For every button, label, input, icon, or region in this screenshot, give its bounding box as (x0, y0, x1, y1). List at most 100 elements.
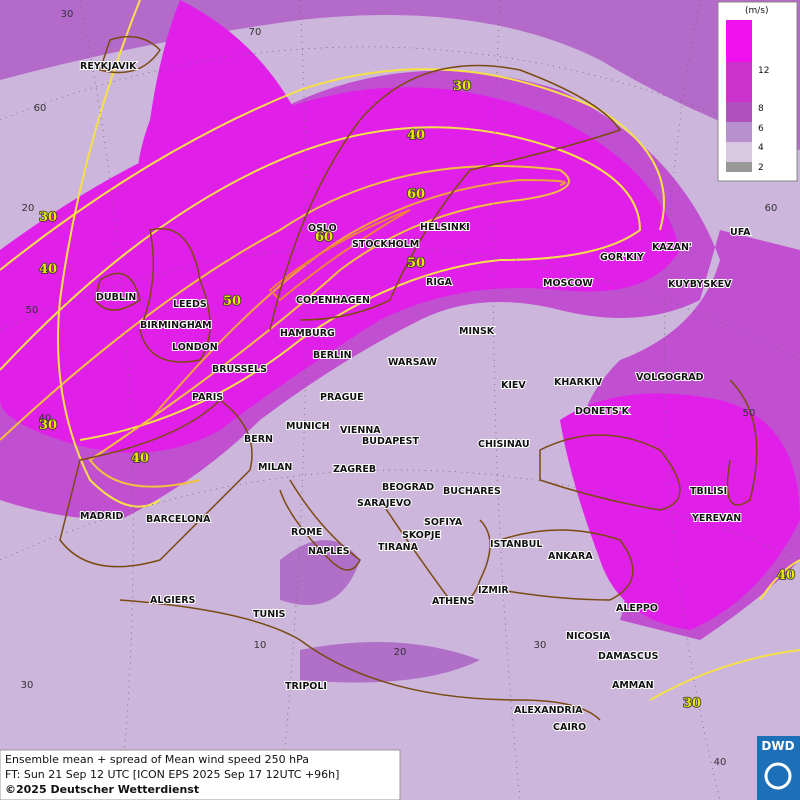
grid-label: 30 (534, 640, 547, 651)
city-label: KUYBYSKEV (668, 279, 732, 290)
contour-line (0, 68, 665, 271)
city-label: CAIRO (553, 722, 586, 733)
city-label: RIGA (426, 277, 453, 288)
footer-line: FT: Sun 21 Sep 12 UTC [ICON EPS 2025 Sep… (5, 768, 339, 781)
contour-label: 60 (407, 187, 425, 202)
grid-label: 40 (714, 757, 727, 768)
city-label: BERLIN (313, 350, 352, 361)
city-label: COPENHAGEN (296, 295, 370, 306)
footer-box (0, 749, 401, 800)
city-label: LONDON (172, 342, 218, 353)
legend: (m/s) 12 8 6 4 2 (717, 1, 798, 182)
contours (0, 0, 800, 701)
city-label: NAPLES (308, 546, 350, 557)
city-label: ALGIERS (150, 595, 196, 606)
logo-swirl (764, 762, 792, 790)
city-label: ALEPPO (616, 603, 658, 614)
city-label: MADRID (80, 511, 124, 522)
city-label: ROME (291, 527, 322, 538)
legend-label: 6 (758, 124, 764, 134)
contour-line (268, 209, 411, 302)
city-label: PARIS (192, 392, 223, 403)
city-label: WARSAW (388, 357, 437, 368)
city-label: CHISINAU (478, 439, 530, 450)
contour-label: 30 (453, 79, 471, 94)
city-label: SKOPJE (402, 530, 441, 541)
grid-label: 70 (249, 27, 262, 38)
city-label: DAMASCUS (598, 651, 659, 662)
city-label: TBILISI (690, 486, 727, 497)
contour-label: 40 (777, 568, 795, 583)
contour-label: 40 (407, 128, 425, 143)
city-label: KHARKIV (554, 377, 603, 388)
legend-label: 2 (758, 163, 764, 173)
grid-label: 50 (743, 408, 756, 419)
contour-label: 50 (407, 256, 425, 271)
grid-label: 30 (21, 680, 34, 691)
city-label: GOR'KIY (600, 252, 644, 263)
city-label: ZAGREB (333, 464, 376, 475)
contour-line (0, 165, 570, 488)
city-label: MILAN (258, 462, 292, 473)
spread-field (0, 0, 800, 150)
city-label: SARAJEVO (357, 498, 411, 509)
footer-line: Ensemble mean + spread of Mean wind spee… (5, 753, 309, 766)
grid-label: 40 (39, 413, 52, 424)
city-label: YEREVAN (691, 513, 741, 524)
legend-label: 8 (758, 104, 764, 114)
city-label: KAZAN' (652, 242, 692, 253)
contour-label: 30 (683, 696, 701, 711)
grid-label: 30 (61, 9, 74, 20)
city-label: LEEDS (173, 299, 207, 310)
contour-line (759, 559, 800, 601)
contour-label: 50 (223, 294, 241, 309)
spread-field (280, 540, 480, 683)
contour-label: 40 (39, 262, 57, 277)
city-label: AMMAN (612, 680, 654, 691)
grid-label: 20 (394, 647, 407, 658)
city-label: BEOGRAD (382, 482, 434, 493)
contour-label: 60 (315, 230, 333, 245)
city-label: NICOSIA (566, 631, 611, 642)
grid-label: 20 (22, 203, 35, 214)
city-label: VOLGOGRAD (636, 372, 704, 383)
legend-unit: (m/s) (745, 6, 769, 16)
city-label: ALEXANDRIA (514, 705, 583, 716)
city-label: KIEV (501, 380, 526, 391)
city-label: ATHENS (432, 596, 474, 607)
legend-label: 12 (758, 66, 769, 76)
spread-field (137, 0, 300, 240)
city-label: MOSCOW (543, 278, 593, 289)
city-label: SOFIYA (424, 517, 463, 528)
city-label: OSLO (308, 223, 337, 234)
city-label: BARCELONA (146, 514, 211, 525)
grid-label: 50 (26, 305, 39, 316)
contour-label: 40 (131, 451, 149, 466)
city-label: DUBLIN (96, 292, 136, 303)
city-label: STOCKHOLM (352, 239, 419, 250)
city-label: BUDAPEST (362, 436, 419, 447)
city-label: UFA (730, 227, 751, 238)
contour-label: 30 (39, 210, 57, 225)
city-label: BUCHARES (443, 486, 501, 497)
city-label: TRIPOLI (285, 681, 327, 692)
city-label: MUNICH (286, 421, 330, 432)
city-label: MINSK (459, 326, 495, 337)
city-label: BRUSSELS (212, 364, 267, 375)
contour-line (0, 126, 642, 441)
city-label: TIRANA (378, 542, 419, 553)
city-label: ISTANBUL (490, 539, 542, 550)
contour-line (649, 649, 800, 701)
city-label: HAMBURG (280, 328, 335, 339)
city-label: ANKARA (548, 551, 593, 562)
city-label: TUNIS (253, 609, 286, 620)
logo: DWD (761, 739, 794, 753)
city-label: IZMIR (478, 585, 509, 596)
city-label: REYKJAVIK (80, 61, 137, 72)
contour-label: 30 (39, 418, 57, 433)
city-label: BIRMINGHAM (140, 320, 212, 331)
contour-line (57, 0, 161, 508)
city-label: HELSINKI (420, 222, 470, 233)
